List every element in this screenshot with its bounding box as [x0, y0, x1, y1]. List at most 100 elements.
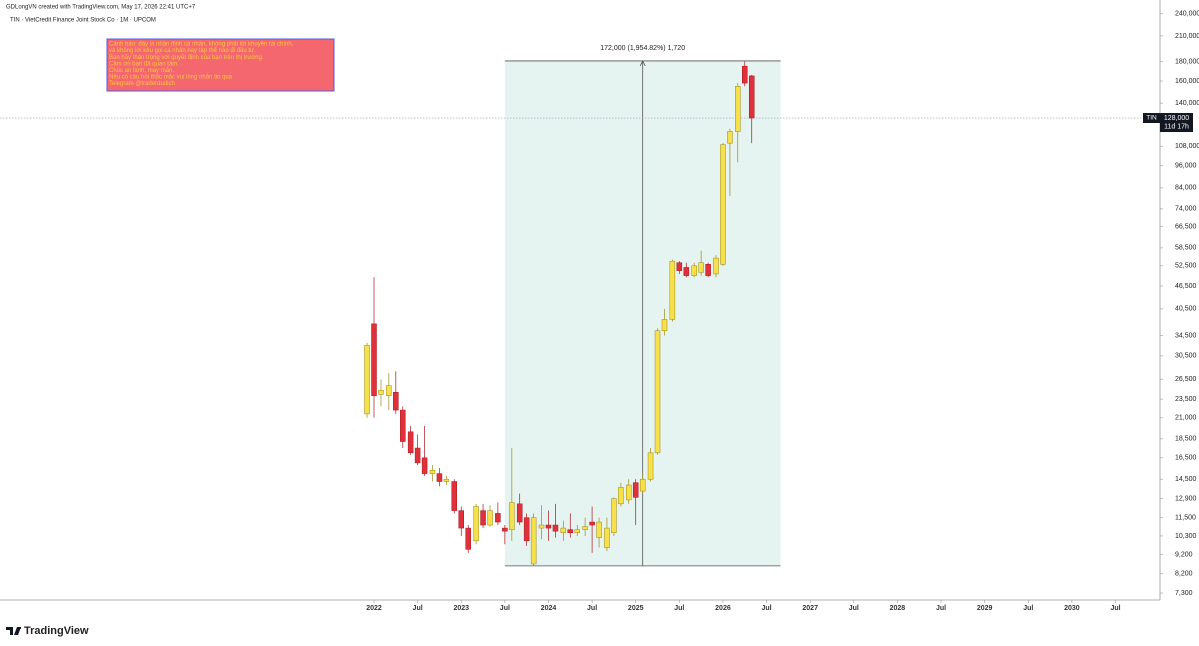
- candle-body: [443, 478, 450, 482]
- y-tick-label: 14,500: [1175, 476, 1197, 483]
- candle-body: [698, 262, 704, 273]
- symbol-label: TIN: [1146, 115, 1157, 122]
- y-tick-label: 58,500: [1175, 245, 1197, 252]
- y-tick-label: 40,500: [1175, 306, 1197, 313]
- logo: TradingView: [6, 625, 89, 637]
- candle-body: [523, 517, 530, 542]
- author-line: GDLongVN created with TradingView.com, M…: [6, 5, 196, 11]
- x-tick-label: Jul: [587, 605, 597, 612]
- candle-body: [720, 144, 726, 265]
- last-price-box: [1160, 113, 1193, 133]
- candle-body: [669, 260, 676, 320]
- candle-body: [421, 457, 428, 474]
- y-tick-label: 11,500: [1175, 515, 1196, 522]
- candle-body: [742, 65, 748, 84]
- candle-body: [414, 447, 421, 464]
- y-tick-label: 12,900: [1175, 495, 1197, 502]
- candle-body: [691, 265, 697, 276]
- y-tick-label: 180,000: [1175, 58, 1199, 65]
- candle-body: [560, 527, 567, 534]
- candle-body: [400, 409, 406, 442]
- y-tick-label: 26,500: [1175, 376, 1197, 383]
- candle-body: [713, 257, 719, 275]
- candle-body: [611, 498, 617, 534]
- candle-body: [386, 385, 392, 396]
- y-tick-label: 140,000: [1175, 100, 1199, 107]
- candle-body: [502, 527, 508, 532]
- symbol-line: TIN · VietCredit Finance Joint Stock Co …: [10, 18, 156, 24]
- symbol-box: [1143, 113, 1160, 124]
- x-tick-label: 2028: [890, 605, 906, 612]
- note-line: Chúc an lành, may mắn.: [109, 67, 174, 74]
- candle-body: [371, 323, 377, 396]
- candle-body: [735, 86, 741, 132]
- y-tick-label: 7,300: [1175, 590, 1193, 597]
- candle-body: [451, 481, 458, 511]
- x-tick-label: 2022: [366, 605, 382, 612]
- y-tick-label: 8,200: [1175, 571, 1193, 578]
- candle-body: [545, 524, 552, 529]
- y-tick-label: 210,000: [1175, 33, 1199, 40]
- x-tick-label: 2024: [541, 605, 557, 612]
- y-tick-label: 21,000: [1175, 415, 1197, 422]
- candle-body: [552, 524, 559, 532]
- x-tick-label: 2029: [977, 605, 993, 612]
- y-tick-label: 10,300: [1175, 533, 1197, 540]
- note-line: Cảm ơn bạn đã quan tâm.: [109, 61, 179, 67]
- candle-body: [516, 503, 523, 523]
- candle-body: [436, 473, 443, 482]
- candle-body: [676, 262, 683, 271]
- candle-body: [465, 527, 471, 550]
- candle-body: [727, 131, 733, 144]
- measure-arrowhead: [639, 60, 646, 67]
- x-tick-label: 2027: [802, 605, 818, 612]
- candle-body: [654, 330, 661, 454]
- x-tick-label: Jul: [413, 605, 423, 612]
- last-price-label: 128,000: [1164, 115, 1189, 122]
- y-tick-label: 160,000: [1175, 78, 1199, 85]
- x-tick-label: Jul: [762, 605, 772, 612]
- note: Cảnh báo: đây là nhận định cá nhân, khôn…: [109, 42, 294, 88]
- candle-body: [509, 502, 515, 530]
- x-tick-label: 2030: [1064, 605, 1080, 612]
- candle-body: [364, 345, 370, 415]
- candle-body: [618, 487, 624, 505]
- candle-body: [473, 506, 479, 542]
- measure-label: 172,000 (1,954.82%) 1,720: [600, 45, 685, 52]
- candle-body: [458, 510, 464, 529]
- note-line: Cảnh báo: đây là nhận định cá nhân, khôn…: [109, 42, 294, 48]
- candle-body: [604, 527, 610, 548]
- y-tick-label: 23,500: [1175, 396, 1197, 403]
- y-tick-label: 84,000: [1175, 185, 1197, 192]
- candle-body: [589, 521, 595, 526]
- candle-body: [495, 513, 501, 523]
- y-tick-label: 46,500: [1175, 283, 1197, 290]
- note-line: Bạn hãy thận trọng với quyết định của bạ…: [109, 54, 264, 61]
- candle-body: [705, 264, 711, 276]
- candle-body: [567, 529, 574, 534]
- candle-body: [538, 524, 545, 529]
- y-tick-label: 34,500: [1175, 332, 1197, 339]
- candle-body: [596, 521, 602, 538]
- logo-text: TradingView: [24, 625, 89, 637]
- y-tick-label: 52,500: [1175, 263, 1197, 270]
- note-line: và không lời kêu gọi cá nhân hay tập thể…: [109, 47, 256, 54]
- candle-body: [632, 482, 639, 498]
- y-tick-label: 18,500: [1175, 436, 1197, 443]
- x-tick-label: Jul: [936, 605, 946, 612]
- candle-body: [582, 526, 588, 530]
- note-line: Nếu có câu hỏi thắc mắc vui lòng nhắn ti…: [109, 74, 233, 81]
- x-tick-label: Jul: [674, 605, 684, 612]
- candle-body: [429, 470, 436, 474]
- candle-body: [748, 75, 755, 119]
- candle-body: [487, 510, 493, 526]
- x-tick-label: 2026: [715, 605, 731, 612]
- y-tick-label: 66,500: [1175, 223, 1197, 230]
- note-box: [106, 38, 335, 92]
- candle-body: [378, 389, 384, 395]
- candle-body: [683, 267, 690, 276]
- x-tick-label: Jul: [1023, 605, 1033, 612]
- x-tick-label: Jul: [1110, 605, 1120, 612]
- candle-body: [661, 319, 668, 331]
- candle-body: [480, 510, 486, 526]
